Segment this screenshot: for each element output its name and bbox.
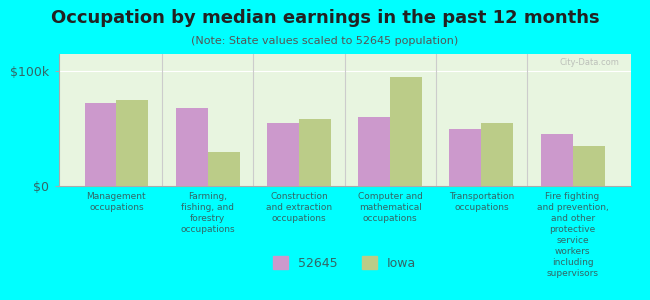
Bar [482, 123, 514, 186]
Text: City-Data.com: City-Data.com [559, 58, 619, 67]
Bar [358, 117, 390, 186]
Bar [573, 146, 604, 186]
Legend: 52645, Iowa: 52645, Iowa [268, 251, 421, 275]
Text: Occupation by median earnings in the past 12 months: Occupation by median earnings in the pas… [51, 9, 599, 27]
Text: (Note: State values scaled to 52645 population): (Note: State values scaled to 52645 popu… [191, 36, 459, 46]
Bar [207, 152, 240, 186]
Bar [390, 77, 422, 186]
Bar [176, 108, 207, 186]
Bar [116, 100, 148, 186]
Bar [267, 123, 299, 186]
Bar [299, 119, 331, 186]
Bar [449, 129, 482, 186]
Bar [84, 103, 116, 186]
Bar [541, 134, 573, 186]
